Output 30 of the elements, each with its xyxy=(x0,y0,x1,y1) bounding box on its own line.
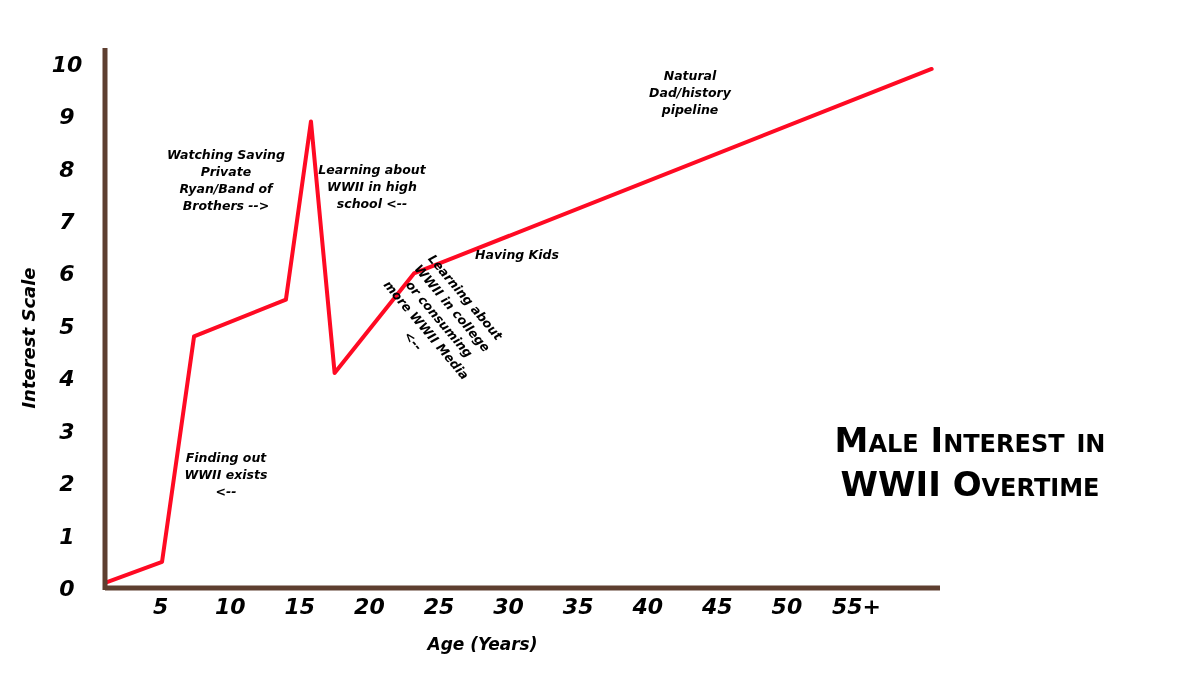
annotation: Learning about WWII in high school <-- xyxy=(318,162,427,211)
x-tick-label: 30 xyxy=(493,594,524,619)
y-tick-label: 0 xyxy=(59,576,75,601)
y-tick-label: 2 xyxy=(59,471,75,497)
x-tick-label: 50 xyxy=(771,594,803,619)
y-tick-label: 8 xyxy=(59,156,75,182)
y-tick-label: 4 xyxy=(58,366,75,392)
x-tick-label: 15 xyxy=(284,594,316,619)
y-tick-label: 7 xyxy=(59,209,76,235)
y-tick-label: 5 xyxy=(59,313,75,339)
y-tick-label: 6 xyxy=(59,261,75,287)
x-tick-label: 55+ xyxy=(831,594,882,619)
x-axis-title: Age (Years) xyxy=(425,634,538,654)
x-tick-label: 35 xyxy=(562,594,594,619)
x-tick-label: 20 xyxy=(354,594,385,619)
x-tick-label: 45 xyxy=(701,594,733,619)
x-tick-label: 5 xyxy=(153,594,169,619)
y-tick-label: 3 xyxy=(59,418,75,444)
x-tick-label: 25 xyxy=(423,594,455,619)
annotation: Natural Dad/history pipeline xyxy=(649,68,732,117)
annotation: Watching Saving Private Ryan/Band of Brothers --> xyxy=(167,147,285,213)
x-tick-label: 40 xyxy=(631,594,664,619)
y-tick-label: 10 xyxy=(51,51,83,77)
annotation: Having Kids xyxy=(475,247,559,262)
x-tick-label: 10 xyxy=(214,594,246,619)
y-tick-label: 1 xyxy=(59,523,75,549)
annotation: Finding out WWII exists <-- xyxy=(184,450,268,499)
y-axis-title: Interest Scale xyxy=(18,267,39,409)
text: Male Interest in WWII Overtime xyxy=(834,420,1106,504)
y-tick-label: 9 xyxy=(59,104,75,130)
